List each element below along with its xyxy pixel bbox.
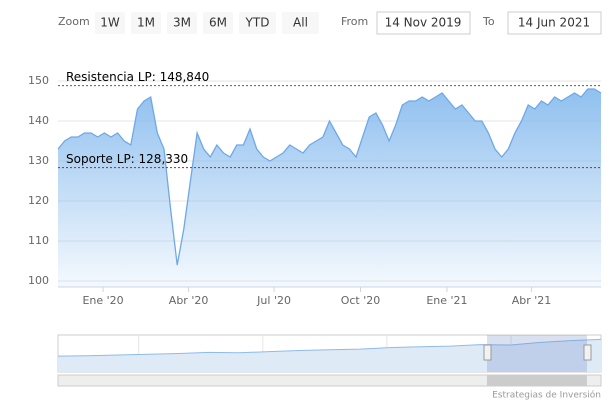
x-tick-label: Oct '20 [341, 294, 381, 307]
navigator-handle [583, 344, 592, 361]
range-button[interactable] [203, 12, 233, 34]
y-tick-label: 140 [28, 114, 49, 127]
y-tick-label: 100 [28, 274, 49, 287]
from-input[interactable] [376, 11, 471, 35]
from-label: From [341, 15, 368, 28]
range-button[interactable] [282, 12, 319, 34]
x-tick-label: Ene '20 [82, 294, 123, 307]
x-tick-label: Jul '20 [256, 294, 291, 307]
range-button-label[interactable]: 3M [173, 16, 191, 30]
range-button-label[interactable]: All [293, 16, 308, 30]
area-line [57, 88, 602, 266]
y-tick-label: 130 [28, 154, 49, 167]
zoom-label: Zoom [58, 15, 90, 28]
x-tick-label: Abr '20 [169, 294, 209, 307]
scrollbar[interactable] [57, 374, 602, 387]
range-button-label[interactable]: 1M [137, 16, 155, 30]
to-input[interactable] [507, 11, 602, 35]
credits: Estrategias de Inversión [492, 390, 601, 401]
navigator-handle [483, 344, 492, 361]
x-tick-label: Abr '21 [512, 294, 552, 307]
plot-line-label: Soporte LP: 128,330 [66, 152, 188, 166]
range-button[interactable] [167, 12, 197, 34]
y-tick-label: 150 [28, 74, 49, 87]
from-value[interactable]: 14 Nov 2019 [385, 16, 462, 30]
range-button[interactable] [95, 12, 125, 34]
to-label: To [482, 15, 495, 28]
range-button-label[interactable]: 6M [209, 16, 227, 30]
y-tick-label: 120 [28, 194, 49, 207]
x-tick-label: Ene '21 [426, 294, 467, 307]
range-button[interactable] [131, 12, 161, 34]
y-tick-label: 110 [28, 234, 49, 247]
range-button-label[interactable]: YTD [245, 16, 270, 30]
range-button-label[interactable]: 1W [100, 16, 120, 30]
navigator-mask [487, 335, 587, 372]
area-fill [58, 339, 601, 372]
area-line [57, 338, 602, 357]
plot-line-label: Resistencia LP: 148,840 [66, 70, 209, 84]
range-button[interactable] [239, 12, 276, 34]
area-fill [58, 89, 601, 287]
scrollbar-thumb[interactable] [487, 375, 587, 386]
to-value[interactable]: 14 Jun 2021 [518, 16, 590, 30]
